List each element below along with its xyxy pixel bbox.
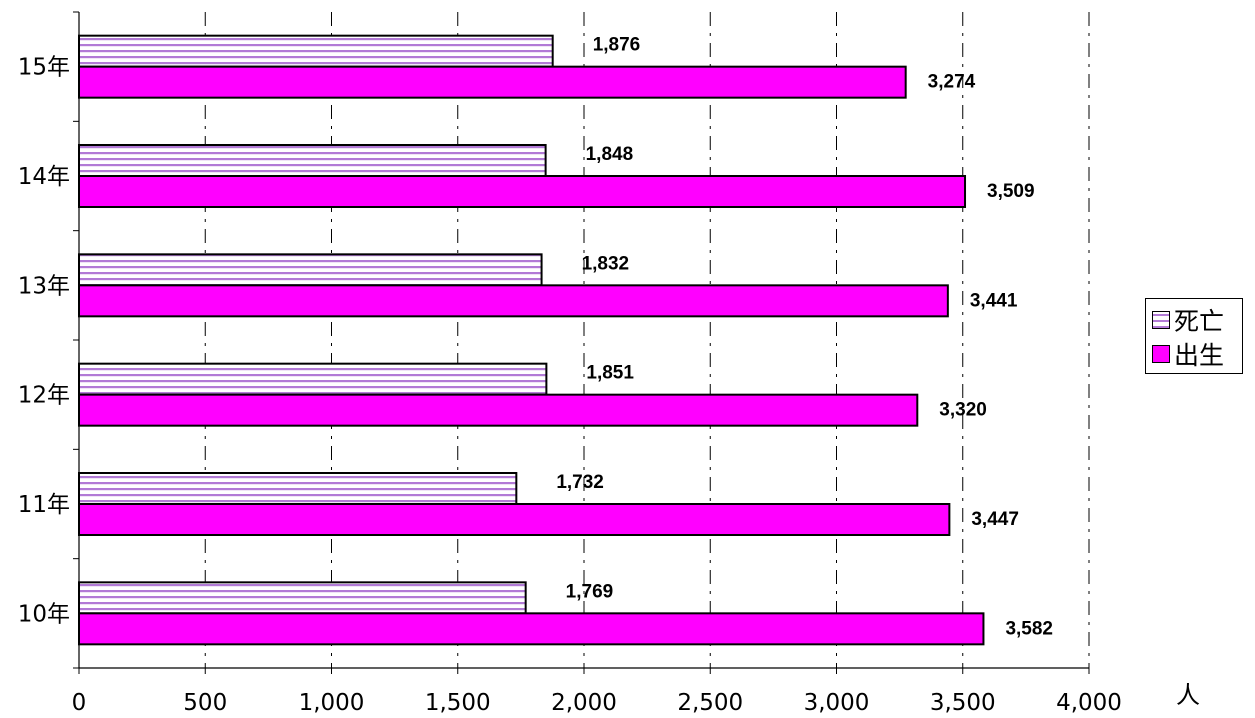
y-category-label: 15年 <box>18 55 70 81</box>
x-tick-label: 3,000 <box>804 690 870 716</box>
y-category-label: 13年 <box>18 273 70 299</box>
bar-birth <box>78 393 919 427</box>
axes <box>73 11 1090 674</box>
bar-birth <box>78 503 951 536</box>
legend-item-death: 死亡 <box>1152 303 1224 337</box>
x-tick-label: 2,000 <box>551 690 617 716</box>
y-category-label: 11年 <box>18 492 70 518</box>
data-label-birth: 3,274 <box>928 72 976 93</box>
data-label-birth: 3,582 <box>1005 618 1053 639</box>
y-category-label: 12年 <box>18 383 70 409</box>
data-label-birth: 3,441 <box>970 290 1018 311</box>
data-label-birth: 3,320 <box>939 400 987 421</box>
bar-death <box>78 253 543 287</box>
labels: 0 500 1,000 1,500 2,000 2,500 3,000 3,500 4,000 1… <box>18 35 1122 716</box>
bar-death <box>78 34 554 68</box>
x-tick-label: 2,500 <box>677 690 743 716</box>
bar-birth <box>78 284 949 318</box>
bar-death <box>78 144 547 177</box>
bars <box>78 34 985 646</box>
x-tick-label: 1,000 <box>299 690 365 716</box>
data-label-birth: 3,447 <box>971 509 1019 530</box>
data-label-death: 1,732 <box>556 472 604 493</box>
gridlines <box>204 12 1090 668</box>
bar-birth <box>78 65 907 99</box>
bar-death <box>78 472 518 505</box>
x-tick-label: 0 <box>72 690 87 716</box>
data-label-birth: 3,509 <box>987 181 1035 202</box>
x-tick-label: 4,000 <box>1056 690 1122 716</box>
legend-label-birth: 出生 <box>1174 341 1225 370</box>
x-axis-unit: 人 <box>1176 681 1200 709</box>
data-label-death: 1,769 <box>566 581 614 602</box>
data-label-death: 1,832 <box>582 253 630 274</box>
x-tick-label: 3,500 <box>930 690 996 716</box>
data-label-death: 1,876 <box>593 35 641 56</box>
legend-swatch-birth <box>1152 345 1170 363</box>
legend-swatch-death <box>1152 311 1170 329</box>
legend-label-death: 死亡 <box>1174 307 1225 336</box>
data-label-death: 1,848 <box>586 144 634 165</box>
data-label-death: 1,851 <box>586 363 634 384</box>
bar-birth <box>78 175 967 208</box>
x-tick-label: 1,500 <box>425 690 491 716</box>
y-category-label: 10年 <box>18 601 70 627</box>
bar-death <box>78 581 527 615</box>
legend-item-birth: 出生 <box>1152 337 1224 371</box>
bar-death <box>78 362 548 396</box>
legend: 死亡 出生 <box>1145 298 1243 374</box>
x-tick-label: 500 <box>183 690 227 716</box>
bar-birth <box>78 612 985 646</box>
y-category-label: 14年 <box>18 164 70 190</box>
